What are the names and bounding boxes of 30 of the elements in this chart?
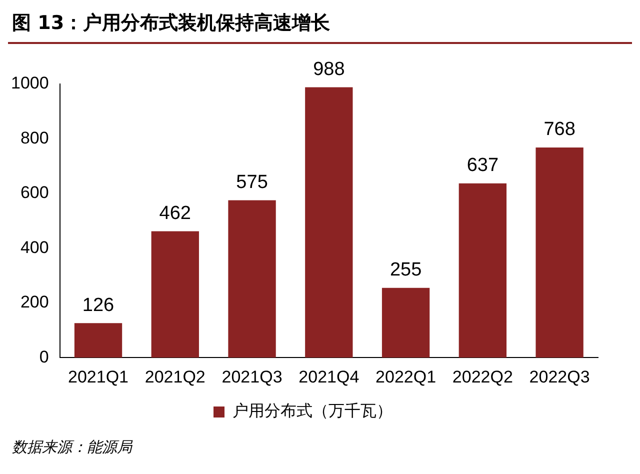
x-tick-label: 2021Q1 [68,367,129,386]
source-note: 数据来源：能源局 [11,437,134,457]
data-label: 988 [313,59,345,80]
bar [458,183,507,358]
x-tick-label: 2022Q3 [529,367,590,386]
y-tick-label: 1000 [10,74,49,93]
y-tick-label: 0 [39,347,49,366]
x-tick-label: 2021Q2 [144,367,206,386]
bar [305,87,353,358]
bar [228,200,276,358]
y-tick-label: 400 [20,238,49,257]
y-tick-label: 800 [20,128,49,148]
chart-title: 图 13：户用分布式装机保持高速增长 [8,8,632,44]
x-tick-label: 2022Q2 [452,367,513,386]
bar [536,147,584,358]
y-tick-label: 200 [20,292,49,312]
data-label: 637 [466,155,499,176]
x-tick-label: 2021Q3 [222,367,282,386]
bar [74,323,122,358]
data-label: 126 [82,294,114,316]
data-label: 462 [159,202,191,224]
y-tick-label: 600 [20,183,49,202]
x-tick-label: 2021Q4 [298,367,360,386]
x-tick-label: 2022Q1 [376,367,436,386]
data-label: 768 [544,119,576,140]
bar [151,231,199,358]
legend-label: 户用分布式（万千瓦） [232,401,392,420]
data-label: 575 [236,172,268,194]
bar [382,288,430,358]
data-label: 255 [390,260,422,281]
